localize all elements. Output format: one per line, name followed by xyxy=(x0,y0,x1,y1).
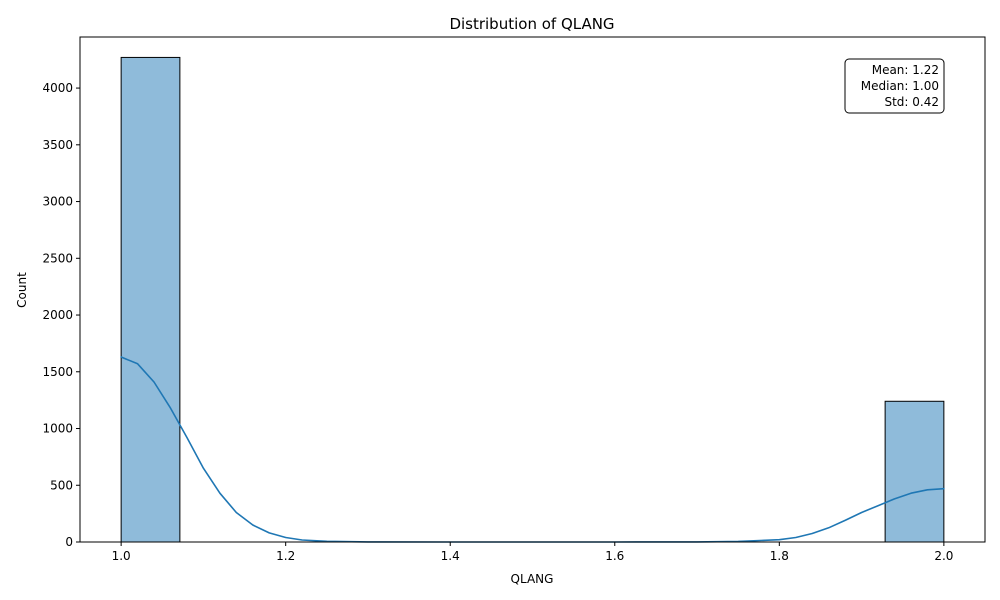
y-tick-label: 2500 xyxy=(42,251,73,265)
y-tick-label: 2000 xyxy=(42,308,73,322)
axis-ticks: 1.0 1.2 1.4 1.6 1.8 2.0 0 500 1000 1500 2000 2500 30… xyxy=(42,81,953,563)
x-tick-label: 1.0 xyxy=(112,549,131,563)
stats-box-frame xyxy=(844,58,945,114)
y-tick-label: 3000 xyxy=(42,195,73,209)
y-tick-label: 0 xyxy=(65,535,73,549)
axes-frame xyxy=(79,36,986,543)
y-tick-label: 1500 xyxy=(42,365,73,379)
y-tick-label: 1000 xyxy=(42,422,73,436)
y-axis-label: Count xyxy=(15,272,29,308)
x-tick-label: 2.0 xyxy=(934,549,953,563)
histogram-bar xyxy=(884,400,945,543)
chart-title: Distribution of QLANG xyxy=(449,15,614,33)
kde-line xyxy=(120,356,945,543)
x-axis-label: QLANG xyxy=(511,572,554,586)
plot-area xyxy=(120,56,945,543)
stats-box: Mean: 1.22 Median: 1.00 Std: 0.42 xyxy=(844,58,945,114)
y-tick-label: 3500 xyxy=(42,138,73,152)
x-tick-label: 1.4 xyxy=(441,549,460,563)
x-tick-label: 1.8 xyxy=(770,549,789,563)
y-tick-label: 500 xyxy=(50,478,73,492)
stats-median: Median: 1.00 xyxy=(861,79,939,93)
x-tick-label: 1.6 xyxy=(605,549,624,563)
stats-mean: Mean: 1.22 xyxy=(872,63,939,77)
x-tick-label: 1.2 xyxy=(276,549,295,563)
stats-std: Std: 0.42 xyxy=(884,95,939,109)
y-tick-label: 4000 xyxy=(42,81,73,95)
histogram-bar xyxy=(120,56,181,543)
